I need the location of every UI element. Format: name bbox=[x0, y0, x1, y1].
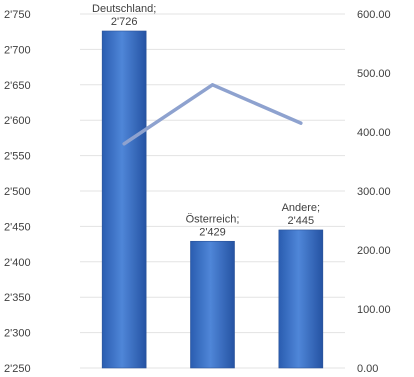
left-tick-label: 2'700 bbox=[4, 44, 31, 56]
left-tick-label: 2'750 bbox=[4, 9, 31, 21]
bar-andere bbox=[278, 229, 324, 369]
line-point bbox=[299, 121, 303, 125]
right-tick-label: 300.00 bbox=[357, 186, 391, 198]
left-tick-label: 2'600 bbox=[4, 115, 31, 127]
data-labels: Deutschland; 2'726 Österreich; 2'429 Andere;… bbox=[92, 3, 320, 238]
left-tick-label: 2'450 bbox=[4, 221, 31, 233]
right-axis: 600.00 500.00 400.00 300.00 200.00 100.00 0.00 bbox=[357, 9, 391, 375]
line-series bbox=[122, 83, 303, 146]
left-axis: 2'750 2'700 2'650 2'600 2'550 2'500 2'450 2'400… bbox=[4, 9, 31, 375]
bar-deutschland bbox=[101, 30, 147, 369]
data-label: Deutschland; 2'726 bbox=[92, 3, 156, 28]
right-tick-label: 500.00 bbox=[357, 68, 391, 80]
left-tick-label: 2'350 bbox=[4, 292, 31, 304]
bar-österreich bbox=[190, 240, 235, 369]
left-tick-label: 2'400 bbox=[4, 257, 31, 269]
right-tick-label: 100.00 bbox=[357, 304, 391, 316]
bar-series bbox=[101, 30, 324, 369]
right-tick-label: 400.00 bbox=[357, 127, 391, 139]
left-tick-label: 2'550 bbox=[4, 151, 31, 163]
data-label: Andere; 2'445 bbox=[282, 202, 321, 227]
right-tick-label: 0.00 bbox=[357, 363, 378, 375]
data-label: Österreich; 2'429 bbox=[186, 213, 240, 238]
line-point bbox=[211, 83, 214, 87]
left-tick-label: 2'300 bbox=[4, 328, 31, 340]
line-point bbox=[122, 142, 126, 146]
left-tick-label: 2'500 bbox=[4, 186, 31, 198]
line-path bbox=[122, 83, 303, 146]
right-tick-label: 200.00 bbox=[357, 245, 391, 257]
left-tick-label: 2'650 bbox=[4, 80, 31, 92]
left-tick-label: 2'250 bbox=[4, 363, 31, 375]
right-tick-label: 600.00 bbox=[357, 9, 391, 21]
